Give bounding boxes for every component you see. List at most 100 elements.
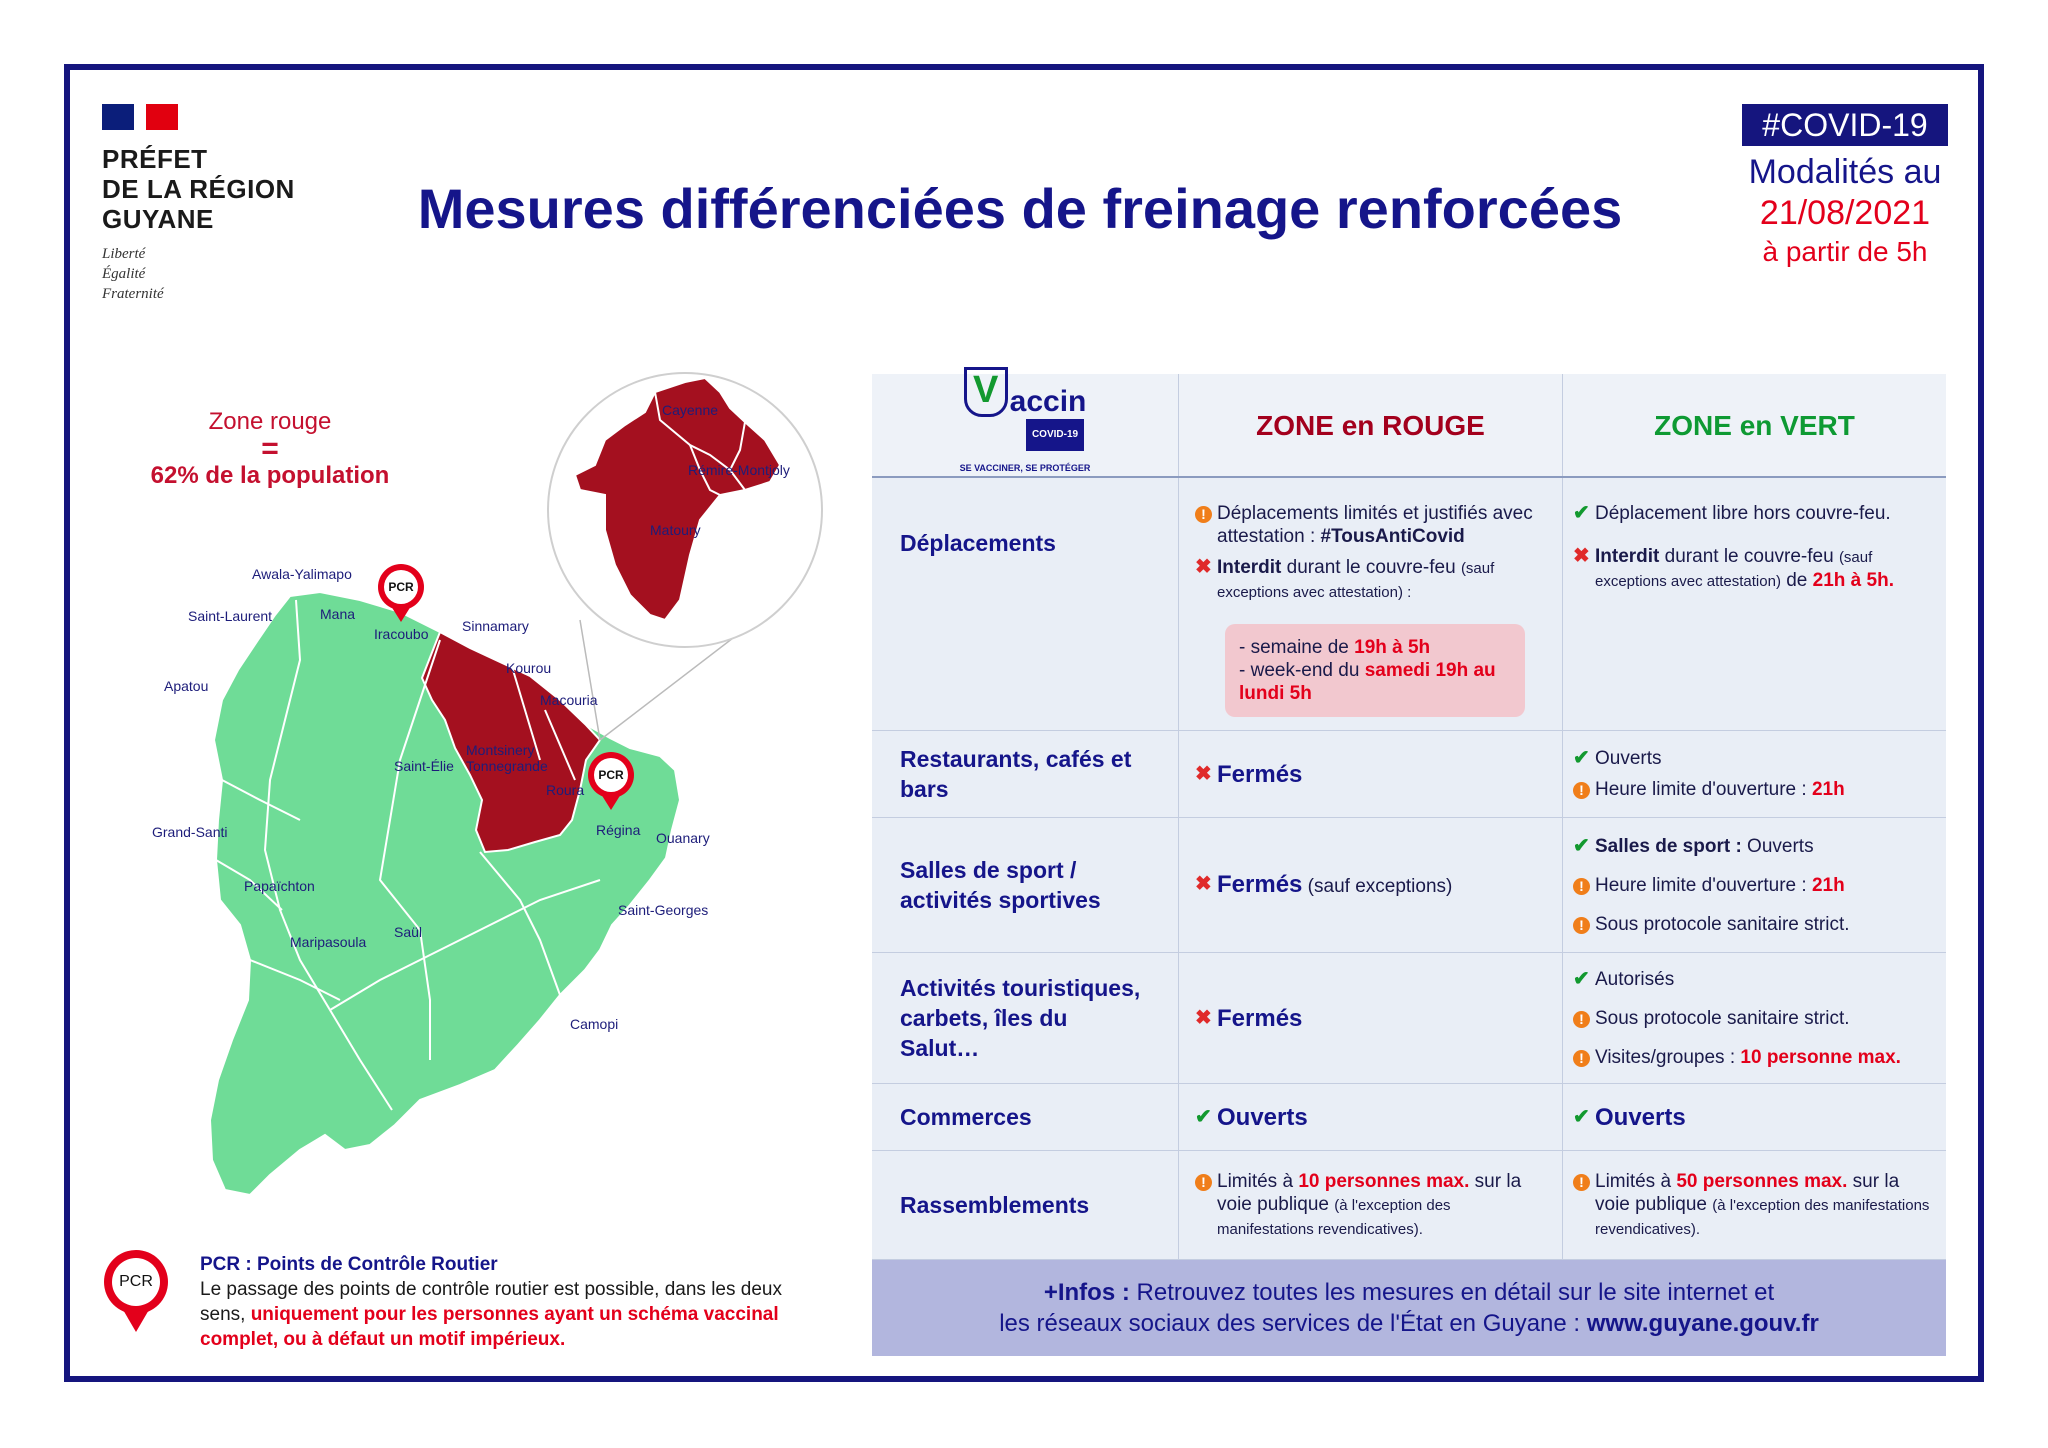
- modalites-date: 21/08/2021: [1759, 194, 1931, 232]
- table-row-restaurants: Restaurants, cafés et bars ✖ Fermés ✔ Ouve…: [872, 731, 1946, 818]
- map-inset-red: [573, 376, 782, 622]
- cross-icon: ✖: [1195, 1006, 1212, 1029]
- modalites-block: Modalités au 21/08/2021 à partir de 5h: [1700, 152, 1990, 270]
- rassemblements-vert-d: (à l'exception des manifestations revend…: [1595, 1196, 1930, 1238]
- warning-icon: !: [1573, 1049, 1590, 1067]
- commerces-vert: Ouverts: [1595, 1103, 1686, 1131]
- table-header-row: V accin COVID-19 SE VACCINER, SE PROTÉGE…: [872, 367, 1946, 478]
- devise-fraternite: Fraternité: [102, 286, 164, 302]
- row-label-sport: Salles de sport / activités sportives: [900, 857, 1101, 913]
- tourisme-vert-1: Autorisés: [1595, 968, 1675, 990]
- table-row-commerces: Commerces ✔ Ouverts ✔ Ouverts: [872, 1084, 1946, 1151]
- row-label-tourisme: Activités touristiques, carbets, îles du…: [900, 975, 1141, 1061]
- cross-icon: ✖: [1195, 872, 1212, 895]
- sport-vert-hour: 21h: [1811, 874, 1845, 896]
- warning-icon: !: [1573, 1173, 1590, 1191]
- check-icon: ✔: [1573, 1105, 1590, 1128]
- check-icon: ✔: [1573, 747, 1590, 769]
- rassemblements-vert-max: 50 personnes max.: [1676, 1170, 1848, 1192]
- vaccin-shield-icon: V: [963, 367, 1008, 417]
- deplacements-rouge-interdit: Interdit: [1217, 557, 1282, 578]
- pcr-legend-pin-label: PCR: [112, 1258, 160, 1306]
- map-borders: [215, 599, 601, 1111]
- deplacements-rouge-exceptions: (sauf exceptions avec attestation) :: [1217, 560, 1495, 601]
- restaurants-vert-hour: 21h: [1811, 779, 1845, 800]
- warning-icon: !: [1573, 1010, 1590, 1028]
- curfew-weekend: - week-end du: [1239, 660, 1365, 681]
- pcr-pin-label: PCR: [384, 570, 418, 604]
- deplacements-vert-exceptions: (sauf exceptions avec attestation): [1595, 549, 1873, 590]
- logo-line-2: DE LA RÉGION: [102, 174, 295, 204]
- rassemblements-vert-c: sur la voie publique: [1595, 1170, 1900, 1215]
- page-title: Mesures différenciées de freinage renfor…: [417, 177, 1623, 240]
- deplacements-rouge-couvrefeu: durant le couvre-feu: [1281, 557, 1461, 578]
- sport-vert-heure: Heure limite d'ouverture :: [1595, 874, 1812, 896]
- vaccin-logo: V accin COVID-19 SE VACCINER, SE PROTÉGE…: [872, 367, 1178, 476]
- sport-vert-label: Salles de sport :: [1595, 835, 1742, 857]
- sport-rouge-exceptions: (sauf exceptions): [1302, 875, 1453, 897]
- infos-banner: +Infos : Retrouvez toutes les mesures en…: [872, 1260, 1946, 1356]
- covid-tag: #COVID-19: [1742, 104, 1948, 146]
- prefet-logo: PRÉFET DE LA RÉGION GUYANE Liberté Égali…: [102, 104, 295, 304]
- check-icon: ✔: [1573, 502, 1590, 524]
- pcr-legend-text: Le passage des points de contrôle routie…: [200, 1279, 782, 1325]
- warning-icon: !: [1573, 877, 1590, 895]
- page-frame: [64, 64, 1984, 1382]
- tourisme-vert-2: Sous protocole sanitaire strict.: [1595, 1007, 1850, 1029]
- table-row-sport: Salles de sport / activités sportives ✖ F…: [872, 818, 1946, 953]
- deplacements-vert-de: de: [1780, 570, 1813, 591]
- measures-table: V accin COVID-19 SE VACCINER, SE PROTÉGE…: [872, 367, 1946, 1356]
- infos-text-1: Retrouvez toutes les mesures en détail s…: [1129, 1279, 1775, 1306]
- modalites-label: Modalités au: [1748, 153, 1942, 191]
- curfew-weekend-hours: samedi 19h au lundi 5h: [1239, 660, 1496, 704]
- table-row-tourisme: Activités touristiques, carbets, îles du…: [872, 953, 1946, 1084]
- row-label-deplacements: Déplacements: [900, 530, 1056, 556]
- pcr-pin-iracoubo: PCR: [378, 564, 428, 626]
- cross-icon: ✖: [1573, 545, 1590, 567]
- commerces-rouge: Ouverts: [1217, 1103, 1308, 1131]
- zone-rouge-label: Zone rouge: [208, 408, 332, 435]
- rassemblements-rouge-c: sur la voie publique: [1217, 1170, 1522, 1215]
- vaccin-badge: COVID-19: [1025, 419, 1085, 451]
- sport-vert-protocole: Sous protocole sanitaire strict.: [1595, 913, 1850, 935]
- rassemblements-rouge-d: (à l'exception des manifestations revend…: [1217, 1196, 1451, 1238]
- vaccin-tagline: SE VACCINER, SE PROTÉGER: [959, 463, 1091, 473]
- vaccin-logo-text: accin: [1009, 385, 1087, 418]
- warning-icon: !: [1573, 916, 1590, 934]
- pcr-legend: PCR : Points de Contrôle Routier Le pass…: [200, 1252, 800, 1352]
- rassemblements-rouge-a: Limités à: [1217, 1170, 1299, 1192]
- warning-icon: !: [1195, 1173, 1212, 1191]
- rassemblements-rouge-max: 10 personnes max.: [1298, 1170, 1470, 1192]
- infos-text-2: les réseaux sociaux des services de l'Ét…: [999, 1310, 1587, 1337]
- restaurants-vert-1: Ouverts: [1595, 748, 1662, 769]
- modalites-from: à partir de 5h: [1762, 236, 1928, 267]
- pcr-legend-title: PCR : Points de Contrôle Routier: [200, 1254, 498, 1275]
- sport-rouge: Fermés: [1217, 870, 1303, 898]
- row-label-rassemblements: Rassemblements: [900, 1192, 1090, 1218]
- row-label-commerces: Commerces: [900, 1104, 1032, 1130]
- zone-rouge-summary: Zone rouge = 62% de la population: [130, 408, 410, 490]
- devise-liberte: Liberté: [102, 246, 146, 262]
- warning-icon: !: [1573, 782, 1590, 799]
- table-row-rassemblements: Rassemblements ! Limités à 10 personnes …: [872, 1151, 1946, 1260]
- restaurants-rouge: Fermés: [1217, 760, 1303, 788]
- pcr-pin-regina: PCR: [588, 752, 638, 814]
- rassemblements-vert-a: Limités à: [1595, 1170, 1677, 1192]
- table-row-deplacements: Déplacements ! Déplacements limités et j…: [872, 478, 1946, 731]
- logo-line-3: GUYANE: [102, 204, 214, 234]
- pcr-legend-pin: PCR: [104, 1250, 168, 1336]
- map-red-zone: [420, 630, 602, 854]
- logo-line-1: PRÉFET: [102, 144, 208, 174]
- pcr-pin-label: PCR: [594, 758, 628, 792]
- cross-icon: ✖: [1195, 762, 1212, 785]
- warning-icon: !: [1195, 506, 1212, 523]
- deplacements-vert-couvrefeu: durant le couvre-feu: [1659, 546, 1839, 567]
- col-zone-rouge: ZONE en ROUGE: [1256, 409, 1485, 441]
- infos-website-link[interactable]: www.guyane.gouv.fr: [1586, 1310, 1819, 1337]
- col-zone-vert: ZONE en VERT: [1654, 409, 1855, 441]
- deplacements-vert-hours: 21h à 5h.: [1812, 570, 1894, 591]
- infos-label: +Infos :: [1043, 1279, 1130, 1306]
- cross-icon: ✖: [1195, 556, 1212, 578]
- row-label-restaurants: Restaurants, cafés et bars: [900, 746, 1132, 802]
- deplacements-vert-1: Déplacement libre hors couvre-feu.: [1595, 503, 1891, 524]
